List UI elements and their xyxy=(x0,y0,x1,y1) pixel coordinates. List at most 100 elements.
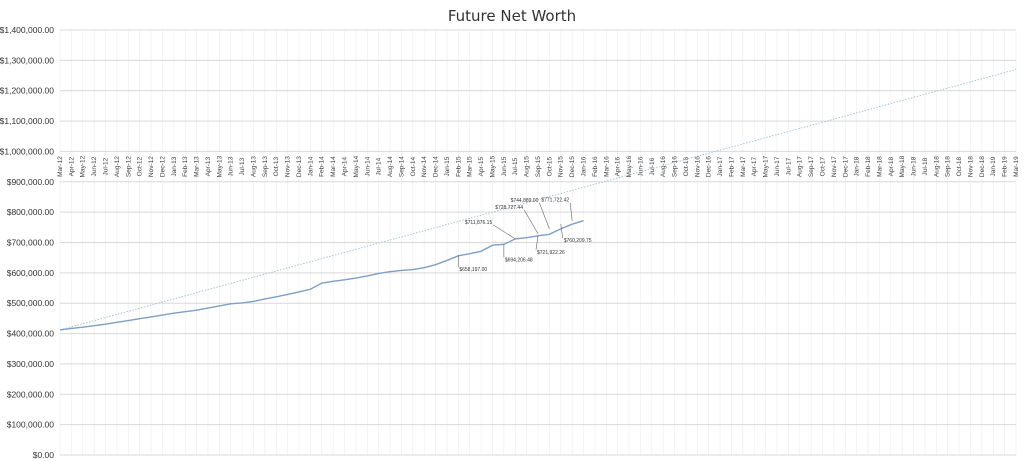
y-tick-label: $400,000.00 xyxy=(7,329,55,339)
y-tick-label: $100,000.00 xyxy=(7,420,55,430)
y-tick-label: $500,000.00 xyxy=(7,298,55,308)
x-tick-label: May-13 xyxy=(216,155,223,177)
y-tick-label: $200,000.00 xyxy=(7,389,55,399)
x-tick-label: Aug-12 xyxy=(114,156,121,177)
x-tick-label: Jul-17 xyxy=(785,157,792,175)
annotations: $658,197.00 $694,206.48 $711,876.15 $728,72… xyxy=(458,198,592,273)
y-axis: $0.00 $100,000.00 $200,000.00 $300,000.00 $4… xyxy=(0,25,54,460)
series-group xyxy=(59,68,1017,331)
x-tick-label: Nov-15 xyxy=(558,156,565,177)
x-tick-label: Feb-15 xyxy=(455,156,462,177)
x-tick-label: Jan-17 xyxy=(717,156,724,176)
x-tick-label: May-18 xyxy=(899,155,906,177)
x-tick-label: Mar-19 xyxy=(1013,156,1020,177)
x-tick-label: Jun-16 xyxy=(637,156,644,176)
x-tick-label: Jul-15 xyxy=(512,157,519,175)
y-tick-label: $900,000.00 xyxy=(7,177,55,187)
x-tick-label: Aug-17 xyxy=(797,156,804,177)
annotation-leader xyxy=(493,224,516,240)
x-tick-label: May-14 xyxy=(353,155,360,177)
x-tick-label: Apr-17 xyxy=(751,156,758,176)
x-tick-label: Apr-18 xyxy=(888,156,895,176)
x-tick-label: Feb-17 xyxy=(728,156,735,177)
annotation-label: $721,922.26 xyxy=(537,250,565,256)
x-tick-label: Jun-13 xyxy=(228,156,235,176)
x-tick-label: Feb-18 xyxy=(865,156,872,177)
annotation-leader xyxy=(560,224,564,239)
x-tick-label: Nov-14 xyxy=(421,156,428,177)
x-tick-label: Sep-15 xyxy=(535,156,542,177)
x-tick-label: Dec-18 xyxy=(979,156,986,177)
net-worth-series-line xyxy=(59,220,584,331)
annotation-label: $760,209.75 xyxy=(564,238,592,244)
x-tick-label: Sep-13 xyxy=(262,156,269,177)
x-tick-label: Jul-16 xyxy=(649,157,656,175)
x-tick-label: May-16 xyxy=(626,155,633,177)
x-tick-label: Nov-17 xyxy=(831,156,838,177)
y-tick-label: $1,400,000.00 xyxy=(0,25,54,35)
annotation-leader xyxy=(539,202,550,229)
x-tick-label: Aug-15 xyxy=(524,156,531,177)
x-tick-label: Oct-17 xyxy=(820,156,827,176)
x-tick-label: Jan-19 xyxy=(990,156,997,176)
x-tick-label: Oct-12 xyxy=(137,156,144,176)
y-tick-label: $1,100,000.00 xyxy=(0,116,54,126)
chart-title: Future Net Worth xyxy=(448,7,576,25)
x-axis: Mar-12 Apr-12 May-12 Jun-12 Jul-12 Aug-12 Sep-… xyxy=(57,155,1020,177)
x-tick-label: Oct-14 xyxy=(410,156,417,176)
x-tick-label: Jun-18 xyxy=(911,156,918,176)
x-tick-label: Dec-13 xyxy=(296,156,303,177)
annotation-leader xyxy=(569,202,573,221)
x-tick-label: Feb-19 xyxy=(1002,156,1009,177)
x-tick-label: Dec-14 xyxy=(433,156,440,177)
x-tick-label: Aug-16 xyxy=(660,156,667,177)
x-tick-label: Dec-17 xyxy=(842,156,849,177)
y-tick-label: $600,000.00 xyxy=(7,268,55,278)
x-tick-label: Jun-17 xyxy=(774,156,781,176)
x-tick-label: May-17 xyxy=(763,155,770,177)
x-tick-label: Oct-15 xyxy=(546,156,553,176)
x-tick-label: May-12 xyxy=(80,155,87,177)
x-tick-label: Aug-13 xyxy=(250,156,257,177)
x-tick-label: Oct-13 xyxy=(273,156,280,176)
x-tick-label: Sep-12 xyxy=(125,156,132,177)
annotation-label: $694,206.48 xyxy=(505,257,533,263)
x-tick-label: Aug-14 xyxy=(387,156,394,177)
y-tick-label: $300,000.00 xyxy=(7,359,55,369)
x-tick-label: Mar-18 xyxy=(876,156,883,177)
x-tick-label: Nov-16 xyxy=(694,156,701,177)
annotation-label: $728,727.44 xyxy=(495,205,523,211)
x-tick-label: Jul-18 xyxy=(922,157,929,175)
x-tick-label: Mar-13 xyxy=(194,156,201,177)
x-tick-label: Aug-18 xyxy=(933,156,940,177)
x-tick-label: Feb-14 xyxy=(319,156,326,177)
annotation-label: $658,197.00 xyxy=(459,267,487,273)
x-tick-label: Jun-15 xyxy=(501,156,508,176)
x-tick-label: Nov-12 xyxy=(148,156,155,177)
y-tick-label: $700,000.00 xyxy=(7,238,55,248)
x-tick-label: Oct-16 xyxy=(683,156,690,176)
x-tick-label: Mar-17 xyxy=(740,156,747,177)
x-tick-label: Nov-13 xyxy=(285,156,292,177)
x-tick-label: Dec-16 xyxy=(706,156,713,177)
y-tick-label: $1,200,000.00 xyxy=(0,86,54,96)
x-tick-label: Apr-14 xyxy=(342,156,349,176)
x-tick-label: Jan-14 xyxy=(307,156,314,176)
x-tick-label: Sep-14 xyxy=(398,156,405,177)
trendline xyxy=(59,68,1017,331)
x-tick-label: May-15 xyxy=(489,155,496,177)
x-tick-label: Jul-14 xyxy=(376,157,383,175)
x-tick-label: Feb-13 xyxy=(182,156,189,177)
x-tick-label: Oct-18 xyxy=(956,156,963,176)
x-tick-label: Mar-15 xyxy=(467,156,474,177)
x-tick-label: Jan-15 xyxy=(444,156,451,176)
x-tick-label: Dec-15 xyxy=(569,156,576,177)
x-tick-label: Feb-16 xyxy=(592,156,599,177)
y-tick-label: $800,000.00 xyxy=(7,207,55,217)
x-tick-label: Sep-16 xyxy=(672,156,679,177)
y-tick-label: $0.00 xyxy=(33,450,55,460)
x-tick-label: Jan-18 xyxy=(854,156,861,176)
x-tick-label: Apr-16 xyxy=(615,156,622,176)
